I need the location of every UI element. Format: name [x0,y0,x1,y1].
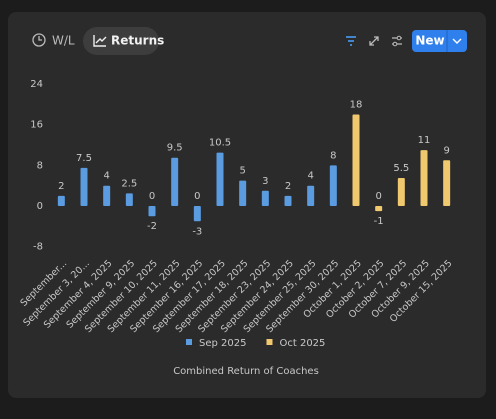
y-tick-label: 16 [30,120,43,131]
bar [103,185,111,207]
y-tick-label: 0 [37,201,43,212]
data-label: 8 [330,150,336,161]
bar [329,165,337,207]
data-label: 3 [262,176,268,187]
expand-icon[interactable] [369,36,379,46]
data-label: 2 [58,181,64,192]
bar [375,206,383,212]
data-label: 0 [194,191,200,202]
bar [261,190,269,207]
data-label: 9 [443,145,449,156]
data-label: 0 [149,191,155,202]
tab-label: Returns [111,34,164,48]
bar [284,195,292,207]
bar [420,150,428,207]
filter-icon[interactable] [346,36,356,46]
data-label: -3 [192,226,202,237]
bar [171,157,179,207]
data-label: 4 [103,171,109,182]
bar [397,178,405,207]
y-tick-label: 24 [30,79,43,90]
y-tick-label: -8 [33,242,43,253]
bar [193,206,201,222]
data-label: 11 [418,135,431,146]
card [8,12,486,398]
data-label: 2 [285,181,291,192]
data-label: -1 [374,216,384,227]
tab-wl[interactable]: W/L [32,33,75,48]
tab-label: W/L [52,34,75,48]
data-label: 9.5 [167,143,183,154]
bar [57,195,65,207]
new-button[interactable]: New [412,30,467,52]
data-label: -2 [147,221,157,232]
bar [307,185,315,207]
data-label: 7.5 [76,153,92,164]
button-label: New [415,34,444,48]
data-label: 5.5 [393,163,409,174]
legend-label: Oct 2025 [279,338,325,349]
data-label: 2.5 [121,178,137,189]
data-label: 4 [307,171,313,182]
data-label: 0 [375,191,381,202]
legend-swatch [186,339,192,345]
bar [148,206,156,217]
bar [239,180,247,207]
data-label: 10.5 [209,138,231,149]
bar [443,160,451,207]
chart-title: Combined Return of Coaches [173,366,319,377]
settings-icon[interactable] [392,35,402,47]
bar [125,193,133,207]
y-tick-label: 8 [37,160,43,171]
bar [216,152,224,207]
data-label: 18 [350,100,363,111]
bar [352,114,360,207]
legend-swatch [266,339,273,345]
tab-returns[interactable]: Returns [83,27,164,55]
bar [80,167,88,207]
legend-label: Sep 2025 [199,338,246,349]
data-label: 5 [239,166,245,177]
